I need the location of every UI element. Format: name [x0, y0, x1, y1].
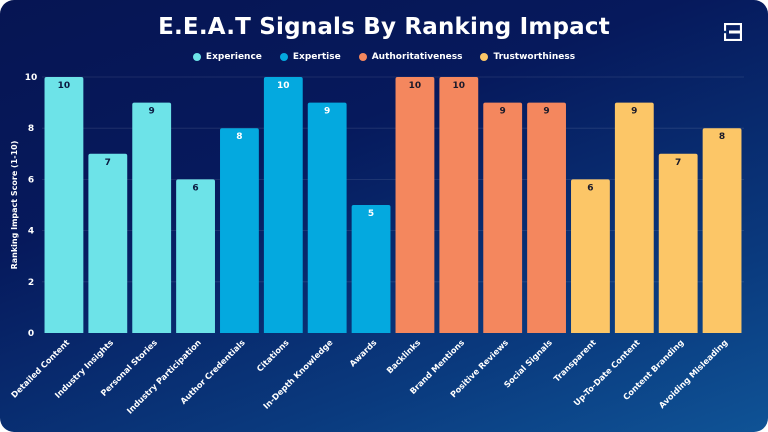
y-tick-label: 0 [28, 329, 34, 339]
data-label: 9 [500, 107, 506, 117]
legend-item-experience[interactable]: Experience [192, 52, 262, 62]
legend-label: Expertise [292, 52, 341, 62]
bar [571, 179, 610, 333]
data-label: 10 [58, 81, 71, 91]
bar [88, 153, 128, 333]
bars: 10 7 9 6 8 10 9 5 10 10 9 9 6 9 7 8 [44, 77, 742, 333]
data-label: 10 [453, 81, 466, 91]
legend-item-authoritativeness[interactable]: Authoritativeness [358, 52, 463, 62]
data-label: 9 [149, 107, 155, 117]
legend-label: Experience [205, 52, 262, 62]
x-tick-label: Awards [347, 337, 378, 368]
legend-dot-icon [358, 53, 367, 61]
data-label: 6 [192, 183, 198, 193]
y-axis-label: Ranking Impact Score (1-10) [10, 141, 19, 270]
chart-title: E.E.A.T Signals By Ranking Impact [158, 14, 610, 40]
data-label: 7 [105, 158, 111, 168]
legend-label: Authoritativeness [371, 52, 463, 62]
data-label: 7 [675, 158, 681, 168]
data-label: 8 [236, 132, 242, 142]
data-label: 6 [587, 183, 593, 193]
bar [483, 102, 523, 333]
legend-dot-icon [279, 53, 288, 61]
legend-item-expertise[interactable]: Expertise [279, 52, 341, 62]
bar [44, 77, 84, 333]
data-label: 8 [719, 132, 725, 142]
legend-dot-icon [480, 53, 489, 61]
bar [658, 153, 698, 333]
bar [614, 102, 654, 333]
bar [220, 128, 259, 333]
bar [527, 102, 566, 333]
x-tick-label: Backlinks [384, 337, 422, 375]
bar [351, 205, 391, 333]
x-tick-label: Transparent [551, 337, 597, 383]
x-tick-label: Social Signals [502, 337, 554, 389]
bar [439, 77, 479, 333]
legend-label: Trustworthiness [493, 52, 576, 62]
legend: Experience Expertise Authoritativeness T… [0, 52, 768, 62]
x-tick-label: Citations [254, 337, 290, 373]
x-tick-label: Industry Participation [125, 337, 204, 416]
y-tick-label: 6 [28, 175, 34, 185]
data-label: 9 [543, 107, 549, 117]
y-tick-label: 4 [28, 227, 34, 237]
bar [176, 179, 215, 333]
data-label: 9 [631, 107, 637, 117]
bar [132, 102, 172, 333]
data-label: 5 [368, 209, 374, 219]
bar [307, 102, 347, 333]
bar [263, 77, 303, 333]
bar [395, 77, 435, 333]
bar [702, 128, 742, 333]
y-axis-ticks: 0 2 4 6 8 10 [25, 73, 38, 339]
brand-logo-icon [724, 23, 742, 41]
y-tick-label: 8 [28, 124, 34, 134]
data-label: 10 [277, 81, 290, 91]
data-label: 9 [324, 107, 330, 117]
data-label: 10 [409, 81, 422, 91]
legend-item-trustworthiness[interactable]: Trustworthiness [480, 52, 575, 62]
legend-dot-icon [192, 53, 201, 61]
y-tick-label: 10 [25, 73, 38, 83]
y-tick-label: 2 [28, 278, 34, 288]
